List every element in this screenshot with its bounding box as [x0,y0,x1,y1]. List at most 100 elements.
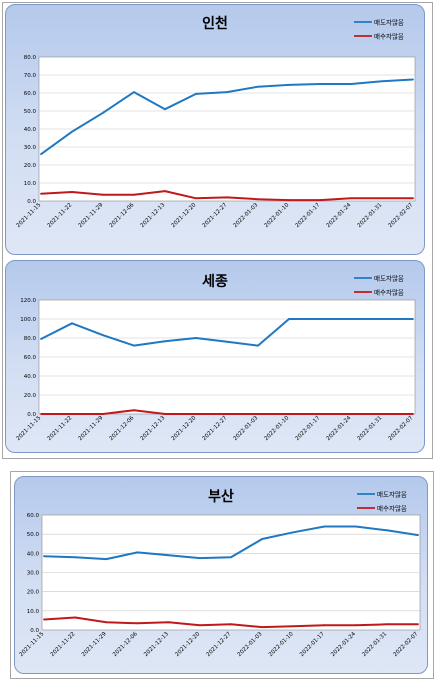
data-point-buy [102,413,104,415]
data-point-buy [133,193,135,196]
data-point-buy [288,199,290,202]
data-point-buy [136,622,139,625]
data-point-buy [164,413,166,415]
data-point-sell [40,338,42,340]
data-point-sell [195,93,197,95]
chart-title: 부산 [208,488,234,505]
data-point-buy [226,196,228,199]
data-point-sell [226,340,228,343]
data-point-buy [292,625,295,628]
x-tick-label: 2022-02-07 [388,415,415,442]
x-tick-label: 2021-11-15 [16,415,43,442]
data-point-sell [164,340,166,343]
y-tick-label: 60.0 [24,355,37,361]
data-point-sell [385,529,388,532]
y-tick-label: 40.0 [24,127,37,133]
data-point-buy [319,199,321,202]
y-tick-label: 70.0 [24,73,37,79]
y-tick-label: 60.0 [27,513,40,519]
data-point-sell [417,534,419,537]
data-point-sell [354,525,357,528]
data-point-sell [412,78,414,81]
data-point-buy [261,626,264,629]
x-tick-label: 2021-11-22 [47,415,74,442]
data-point-sell [261,538,264,540]
data-point-buy [381,197,383,200]
x-tick-label: 2021-11-29 [81,631,108,658]
data-point-sell [257,85,259,88]
data-point-buy [412,197,414,200]
data-point-sell [288,84,290,86]
data-point-buy [105,621,108,624]
data-point-sell [74,556,77,559]
y-tick-label: 0.0 [27,412,36,418]
x-tick-label: 2021-12-20 [174,631,201,658]
y-tick-label: 80.0 [24,55,37,61]
x-tick-label: 2022-01-24 [326,415,353,442]
y-tick-label: 20.0 [27,590,40,596]
y-tick-label: 0.0 [27,199,36,205]
data-point-buy [133,409,135,412]
x-tick-label: 2022-01-03 [237,631,264,658]
data-point-buy [102,193,104,196]
legend-label-buy: 매수자많음 [377,503,407,512]
x-tick-label: 2022-01-31 [361,631,388,658]
x-tick-label: 2021-12-27 [202,415,229,442]
data-point-buy [323,624,326,627]
data-point-buy [381,413,383,415]
x-tick-label: 2022-01-17 [295,202,322,229]
x-tick-label: 2022-01-24 [326,202,353,229]
data-point-buy [71,413,73,415]
y-tick-label: 0.0 [30,628,39,634]
x-tick-label: 2021-12-27 [206,631,233,658]
data-point-sell [288,318,290,320]
x-tick-label: 2021-12-20 [171,202,198,229]
y-tick-label: 100.0 [20,317,36,323]
y-tick-label: 80.0 [24,336,37,342]
x-tick-label: 2022-01-17 [295,415,322,442]
data-point-sell [350,318,352,320]
x-tick-label: 2022-02-07 [393,631,420,658]
data-point-sell [136,551,139,554]
x-tick-label: 2021-12-27 [202,202,229,229]
data-point-sell [71,130,73,133]
data-point-buy [385,623,388,626]
y-tick-label: 40.0 [27,551,40,557]
y-tick-label: 40.0 [24,374,37,380]
x-tick-label: 2021-11-22 [47,202,74,229]
data-point-sell [412,318,414,320]
y-tick-label: 10.0 [24,181,37,187]
data-point-buy [74,616,77,619]
data-point-buy [195,413,197,415]
x-tick-label: 2021-11-29 [78,202,105,229]
x-tick-label: 2022-01-10 [264,415,291,442]
y-tick-label: 50.0 [27,532,40,538]
data-point-sell [323,525,326,528]
x-tick-label: 2022-01-03 [233,202,260,229]
data-point-buy [257,413,259,415]
data-point-buy [71,191,73,193]
data-point-buy [164,190,166,193]
x-tick-label: 2022-01-03 [233,415,260,442]
data-point-sell [230,556,232,559]
data-point-buy [40,192,42,195]
data-point-sell [381,80,383,83]
data-point-sell [133,91,135,93]
legend-label-buy: 매수자많음 [374,287,404,296]
y-tick-label: 60.0 [24,91,37,97]
data-point-sell [257,344,259,347]
chart-panel-sejong: 세종 매도자많음 매수자많음 0.0 20.0 40.0 60.0 80.0 100.0 120.… [5,260,425,453]
x-tick-label: 2021-11-29 [78,415,105,442]
data-point-sell [133,344,135,347]
data-point-sell [164,108,166,111]
x-tick-label: 2021-11-15 [16,202,43,229]
x-tick-label: 2022-01-17 [299,631,326,658]
x-tick-label: 2022-01-24 [330,631,357,658]
data-point-sell [105,558,108,560]
y-tick-label: 10.0 [27,609,40,615]
x-tick-label: 2022-01-10 [268,631,295,658]
data-point-sell [195,337,197,339]
data-point-buy [198,624,201,627]
